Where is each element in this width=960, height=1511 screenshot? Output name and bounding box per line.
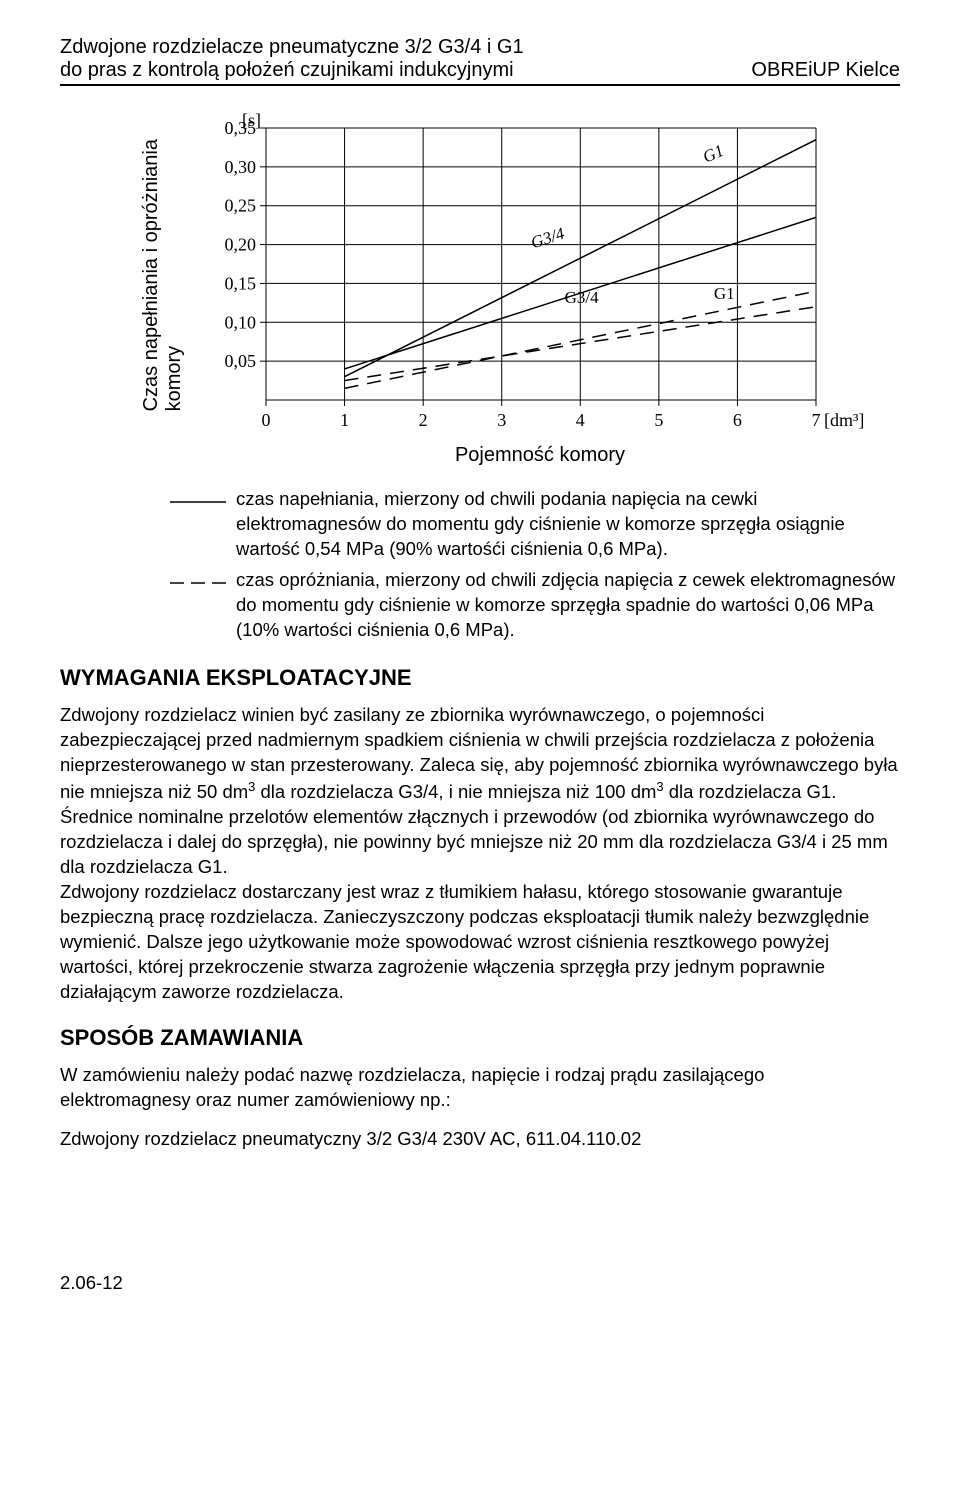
svg-text:G3/4: G3/4 — [529, 224, 568, 253]
svg-text:[dm³]: [dm³] — [824, 410, 864, 430]
page-number: 2.06-12 — [60, 1272, 900, 1294]
header-title-line2-left: do pras z kontrolą położeń czujnikami in… — [60, 59, 514, 82]
chart-container: Czas napełniania i opróżnianiakomory [s]… — [140, 110, 900, 467]
header-title-line1: Zdwojone rozdzielacze pneumatyczne 3/2 G… — [60, 36, 524, 59]
svg-text:6: 6 — [733, 410, 742, 430]
section-title-wymagania: WYMAGANIA EKSPLOATACYJNE — [60, 665, 900, 691]
chart-x-axis-label: Pojemność komory — [180, 444, 900, 467]
svg-text:5: 5 — [654, 410, 663, 430]
legend-text: czas opróżniania, mierzony od chwili zdj… — [236, 568, 900, 643]
header-title-line2-right: OBREiUP Kielce — [751, 59, 900, 82]
svg-text:0,10: 0,10 — [225, 312, 257, 332]
svg-text:G1: G1 — [714, 284, 735, 303]
svg-text:3: 3 — [497, 410, 506, 430]
legend-swatch-dash — [170, 576, 226, 590]
section-example-sposob: Zdwojony rozdzielacz pneumatyczny 3/2 G3… — [60, 1127, 900, 1152]
svg-text:G1: G1 — [700, 141, 727, 167]
line-chart: [s]012345670,050,100,150,200,250,300,35G… — [196, 110, 866, 440]
svg-text:0,15: 0,15 — [225, 273, 257, 293]
svg-text:1: 1 — [340, 410, 349, 430]
svg-text:G3/4: G3/4 — [565, 288, 600, 307]
svg-text:2: 2 — [419, 410, 428, 430]
section-body-wymagania: Zdwojony rozdzielacz winien być zasilany… — [60, 703, 900, 1005]
chart-y-axis-label: Czas napełniania i opróżnianiakomory — [140, 139, 186, 411]
svg-text:0,30: 0,30 — [225, 157, 257, 177]
svg-text:4: 4 — [576, 410, 585, 430]
svg-text:0,05: 0,05 — [225, 351, 257, 371]
svg-text:0,25: 0,25 — [225, 196, 257, 216]
section-title-sposob: SPOSÓB ZAMAWIANIA — [60, 1025, 900, 1051]
svg-text:7: 7 — [812, 410, 821, 430]
legend-swatch-solid — [170, 495, 226, 509]
svg-text:0,35: 0,35 — [225, 118, 257, 138]
svg-text:0: 0 — [262, 410, 271, 430]
legend-item: czas napełniania, mierzony od chwili pod… — [170, 487, 900, 562]
legend-text: czas napełniania, mierzony od chwili pod… — [236, 487, 900, 562]
section-body-sposob: W zamówieniu należy podać nazwę rozdziel… — [60, 1063, 900, 1113]
svg-text:0,20: 0,20 — [225, 235, 257, 255]
chart-legend: czas napełniania, mierzony od chwili pod… — [170, 487, 900, 643]
page-header: Zdwojone rozdzielacze pneumatyczne 3/2 G… — [60, 36, 900, 86]
legend-item: czas opróżniania, mierzony od chwili zdj… — [170, 568, 900, 643]
